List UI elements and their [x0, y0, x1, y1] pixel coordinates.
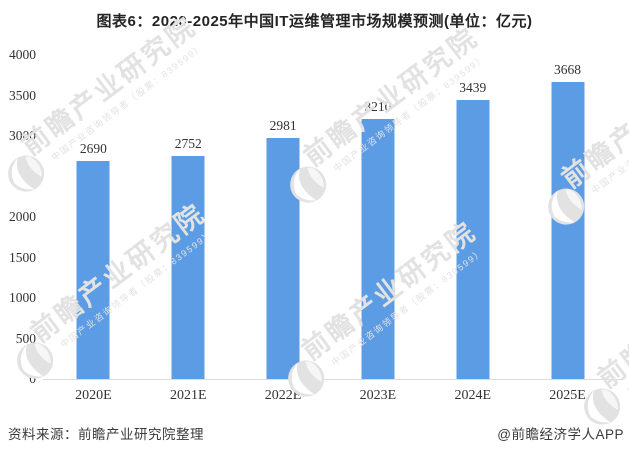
bar — [76, 161, 110, 379]
bar-slot: 3439 2024E — [425, 55, 520, 404]
source-note: 资料来源：前瞻产业研究院整理 — [8, 427, 204, 442]
credit-note: @前瞻经济学人APP — [497, 427, 624, 442]
bar-value-label: 3668 — [554, 62, 582, 77]
bar — [171, 156, 205, 379]
y-tick-label: 4000 — [9, 47, 36, 62]
x-tick-label: 2024E — [454, 388, 491, 403]
bar-value-label: 2981 — [269, 118, 297, 133]
y-tick-label: 1000 — [9, 290, 36, 305]
bar-value-label: 2690 — [79, 141, 107, 156]
x-tick-label: 2023E — [359, 388, 397, 403]
y-tick-label: 0 — [29, 371, 36, 386]
x-tick-label: 2025E — [549, 388, 586, 403]
y-tick-label: 2000 — [9, 209, 36, 224]
bar-value-label: 3210 — [364, 99, 392, 114]
y-tick-label: 1500 — [9, 249, 36, 265]
plot-area: 2690 2020E 2752 2021E 2981 2022E 3210 2023E 3439… — [46, 55, 615, 404]
y-axis: 0 500 1000 1500 2000 2500 3000 3500 4000 — [0, 0, 36, 450]
bar — [266, 138, 300, 379]
y-tick-label: 500 — [15, 330, 36, 346]
bar-value-label: 2752 — [174, 136, 202, 151]
bar — [551, 82, 585, 379]
chart-title: 图表6：2020-2025年中国IT运维管理市场规模预测(单位：亿元) — [96, 13, 533, 30]
bar — [361, 119, 395, 379]
bar-slot: 2981 2022E — [236, 55, 331, 404]
x-axis-line — [43, 379, 622, 380]
bar-slot: 2752 2021E — [141, 55, 236, 404]
y-tick-label: 3000 — [9, 128, 36, 143]
bar-value-label: 3439 — [459, 80, 487, 95]
y-tick-label: 2500 — [9, 168, 36, 184]
x-tick-label: 2022E — [264, 388, 302, 403]
bar-slot: 3668 2025E — [520, 55, 615, 404]
x-tick-label: 2021E — [169, 388, 207, 403]
bar — [456, 100, 490, 379]
bar-slot: 2690 2020E — [46, 55, 141, 404]
x-tick-label: 2020E — [75, 388, 112, 403]
bar-slot: 3210 2023E — [330, 55, 425, 404]
y-tick-label: 3500 — [9, 87, 36, 103]
